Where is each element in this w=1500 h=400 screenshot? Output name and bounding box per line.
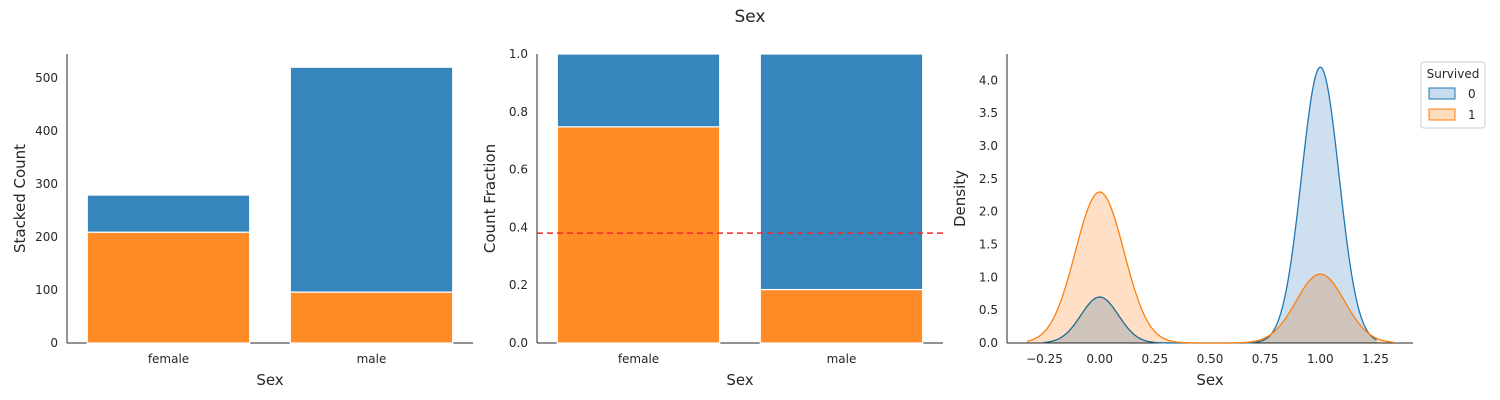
y-tick-label: 300 xyxy=(35,177,58,191)
density-panel: 0.0 0.5 1.0 1.5 2.0 2.5 3.0 3.5 4.0 Sex Density −0.… xyxy=(951,54,1413,389)
legend: Survived 0 1 xyxy=(1420,61,1486,129)
y-tick-label: 100 xyxy=(35,283,58,297)
y-tick-label: 0 xyxy=(50,336,58,350)
kde-line-survived-1 xyxy=(1026,191,1394,344)
y-tick-label: 1.0 xyxy=(979,270,998,284)
x-axis-label: Sex xyxy=(1196,371,1223,389)
legend-swatch-0 xyxy=(1428,87,1456,100)
y-tick-label: 0.0 xyxy=(509,336,528,350)
y-tick-label: 0.6 xyxy=(509,163,528,177)
y-axis-label: Stacked Count xyxy=(11,144,29,253)
y-tick-label: 200 xyxy=(35,230,58,244)
y-tick-label: 3.0 xyxy=(979,139,998,153)
y-tick-label: 2.0 xyxy=(979,205,998,219)
x-tick-label: male xyxy=(827,352,857,366)
bar-female-survived-0 xyxy=(86,194,251,233)
x-tick-label: female xyxy=(618,352,659,366)
x-axis-label: Sex xyxy=(256,371,283,389)
figure-title: Sex xyxy=(734,7,765,27)
y-tick-label: 0.2 xyxy=(509,278,528,292)
y-tick-label: 1.0 xyxy=(509,47,528,61)
bar-female-survived-1 xyxy=(86,231,251,344)
y-tick-label: 500 xyxy=(35,71,58,85)
bar-male-survived-0 xyxy=(289,66,454,293)
x-axis-label: Sex xyxy=(726,371,753,389)
legend-swatch-1 xyxy=(1428,108,1456,121)
x-tick-label: 0.25 xyxy=(1141,352,1168,366)
kde-area-survived-0 xyxy=(1043,67,1377,344)
x-tick-label: 0.75 xyxy=(1252,352,1279,366)
y-tick-label: 2.5 xyxy=(979,172,998,186)
legend-label-1: 1 xyxy=(1468,108,1476,122)
x-tick-label: female xyxy=(148,352,189,366)
x-tick-label: 0.50 xyxy=(1197,352,1224,366)
y-tick-label: 0.4 xyxy=(509,220,528,234)
y-tick-label: 1.5 xyxy=(979,237,998,251)
y-tick-label: 3.5 xyxy=(979,106,998,120)
y-tick-label: 0.0 xyxy=(979,336,998,350)
legend-label-0: 0 xyxy=(1468,87,1476,101)
bar-female-survived-1 xyxy=(556,126,721,344)
stacked-count-panel: 0 100 200 300 400 500 Sex Stacked Count female ma… xyxy=(11,54,473,389)
kde-area-survived-1 xyxy=(1026,191,1394,343)
count-fraction-panel: 0.0 0.2 0.4 0.6 0.8 1.0 Sex Count Fraction femal… xyxy=(481,47,944,389)
x-tick-label: 1.00 xyxy=(1307,352,1334,366)
y-axis-label: Count Fraction xyxy=(481,144,499,253)
y-tick-label: 0.8 xyxy=(509,105,528,119)
y-tick-label: 400 xyxy=(35,124,58,138)
x-tick-label: male xyxy=(357,352,387,366)
x-tick-label: 0.00 xyxy=(1086,352,1113,366)
bar-male-survived-1 xyxy=(759,288,924,344)
legend-title: Survived xyxy=(1427,67,1480,81)
y-tick-label: 0.5 xyxy=(979,303,998,317)
x-tick-label: −0.25 xyxy=(1026,352,1063,366)
bar-male-survived-0 xyxy=(759,53,924,291)
x-tick-label: 1.25 xyxy=(1362,352,1389,366)
y-axis-label: Density xyxy=(951,170,969,227)
bar-male-survived-1 xyxy=(289,291,454,344)
bar-female-survived-0 xyxy=(556,53,721,128)
y-tick-label: 4.0 xyxy=(979,73,998,87)
